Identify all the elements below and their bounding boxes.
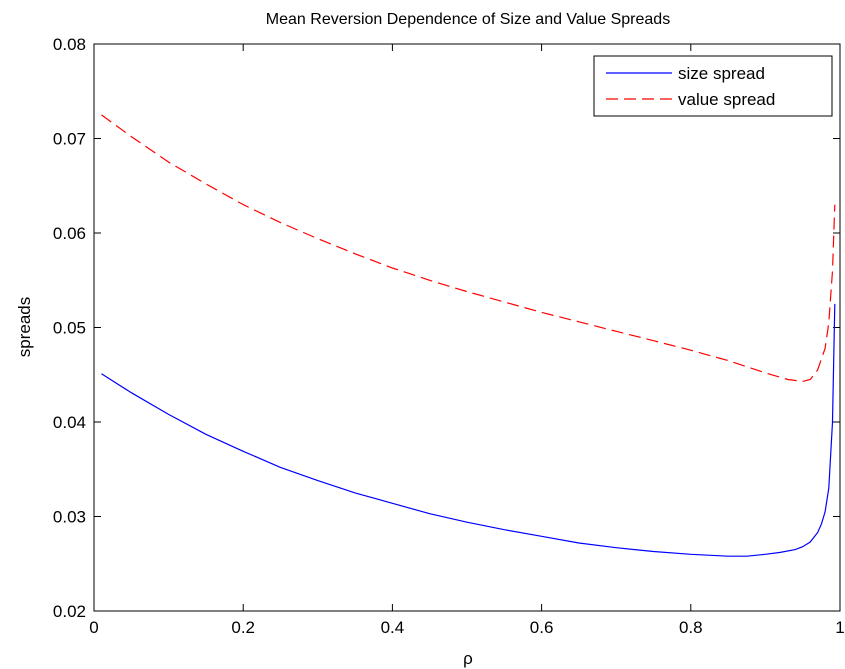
series-line-value-spread xyxy=(101,114,836,383)
legend-box xyxy=(593,55,833,117)
y-tick-label: 0.03 xyxy=(53,508,86,527)
x-axis-label: ρ xyxy=(463,649,473,668)
axes-box xyxy=(93,43,841,612)
y-tick-label: 0.02 xyxy=(53,602,86,621)
x-tick-label: 0.8 xyxy=(679,618,703,637)
x-tick-label: 0.4 xyxy=(381,618,405,637)
y-axis-label: spreads xyxy=(15,297,34,357)
y-tick-label: 0.05 xyxy=(53,319,86,338)
chart-title: Mean Reversion Dependence of Size and Va… xyxy=(266,11,670,28)
legend: size spread value spread xyxy=(593,55,833,117)
x-tick-label: 0.6 xyxy=(530,618,554,637)
y-tick-label: 0.07 xyxy=(53,130,86,149)
legend-label: size spread xyxy=(678,64,765,83)
plot-area: 0 0.2 0.4 0.6 0.8 1 0.02 0.03 0.04 0.05 0.06 0.07 0.… xyxy=(53,35,845,637)
x-tick-label: 0.2 xyxy=(231,618,255,637)
y-tick-label: 0.08 xyxy=(53,35,86,54)
legend-label: value spread xyxy=(678,90,775,109)
y-tick-label: 0.06 xyxy=(53,224,86,243)
x-tick-label: 0 xyxy=(89,618,98,637)
y-tick-label: 0.04 xyxy=(53,413,86,432)
series-line-size-spread xyxy=(101,303,836,557)
x-tick-label: 1 xyxy=(835,618,844,637)
